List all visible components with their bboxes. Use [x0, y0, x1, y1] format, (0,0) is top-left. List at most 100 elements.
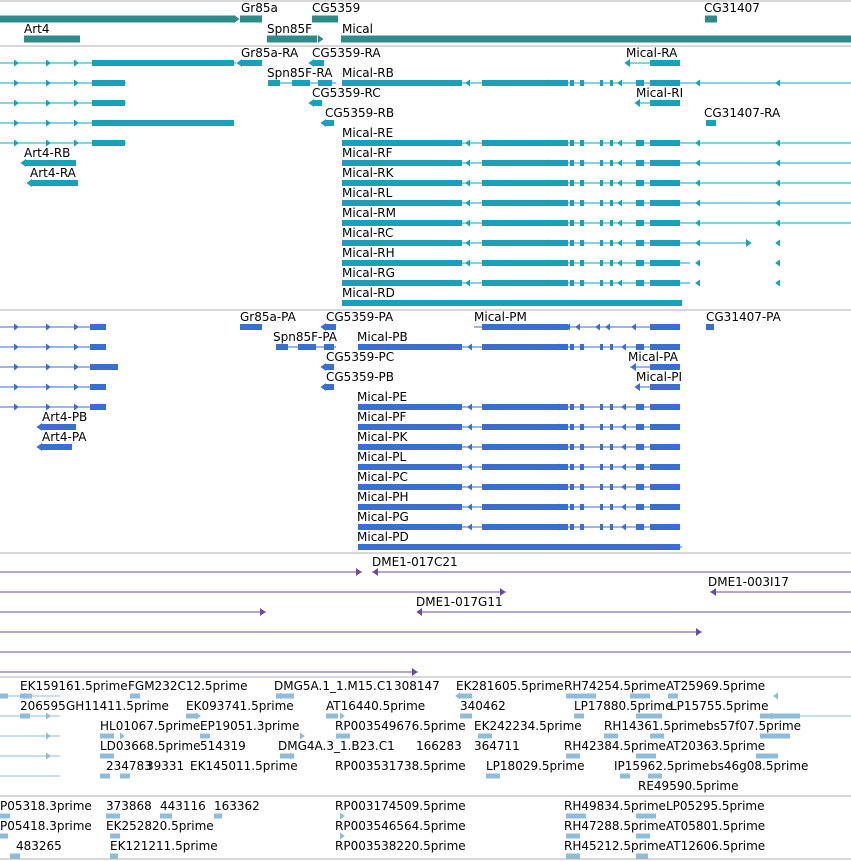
- exon-block: [482, 200, 568, 206]
- exon-block: [342, 180, 462, 186]
- exon-block: [292, 80, 310, 86]
- strand-arrow: [320, 119, 326, 127]
- feature-label: DMG4A.3_1.B23.C1: [278, 739, 395, 753]
- exon-block: [636, 200, 644, 206]
- exon-block: [600, 464, 603, 470]
- exon-block: [0, 15, 234, 23]
- exon-block: [92, 80, 125, 86]
- feature-label: RP003531738.5prime: [335, 759, 466, 773]
- exon-block: [92, 60, 234, 66]
- feature-label: RH14361.5prime: [604, 719, 706, 733]
- exon-block: [600, 140, 603, 146]
- exon-block: [570, 524, 574, 530]
- strand-arrow: [775, 219, 780, 227]
- feature-label: Mical-RA: [626, 46, 678, 60]
- exon-block: [42, 424, 76, 430]
- exon-block: [92, 140, 125, 146]
- strand-arrow: [617, 159, 622, 167]
- strand-arrow: [196, 712, 201, 720]
- exon-block: [242, 60, 262, 66]
- exon-block: [92, 120, 234, 126]
- exon-block: [600, 444, 603, 450]
- exon-block: [110, 853, 118, 859]
- feature-label: Art4-PA: [42, 430, 87, 444]
- exon-block: [358, 504, 462, 510]
- clone-track: DME1-017C21 DME1-003I17 DME1-017G11: [0, 555, 851, 676]
- exon-block: [186, 713, 198, 719]
- exon-block: [580, 220, 584, 226]
- exon-block: [336, 733, 350, 739]
- strand-arrow: [14, 323, 19, 331]
- strand-arrow: [465, 159, 470, 167]
- exon-block: [280, 753, 294, 759]
- strand-arrow: [385, 483, 390, 491]
- exon-block: [580, 484, 584, 490]
- strand-arrow: [617, 279, 622, 287]
- strand-arrow: [617, 219, 622, 227]
- exon-block: [636, 524, 644, 530]
- exon-block: [358, 444, 462, 450]
- feature-label: CG31407-PA: [706, 310, 782, 324]
- strand-arrow: [775, 259, 780, 267]
- strand-arrow: [46, 119, 51, 127]
- exon-block: [342, 260, 462, 266]
- exon-block: [630, 693, 650, 699]
- feature-label: P05318.3prime: [0, 799, 92, 813]
- strand-arrow: [308, 99, 314, 107]
- strand-arrow: [74, 403, 79, 411]
- strand-arrow: [36, 443, 42, 451]
- feature-label: CG5359-PB: [326, 370, 394, 384]
- strand-arrow: [467, 483, 472, 491]
- strand-arrow: [385, 523, 390, 531]
- exon-block: [650, 240, 680, 246]
- strand-arrow: [621, 483, 626, 491]
- exon-block: [160, 813, 172, 819]
- feature-label: RH49834.5prime: [564, 799, 666, 813]
- feature-label: AT05801.5prime: [666, 819, 765, 833]
- feature-label: Mical-RC: [342, 226, 393, 240]
- exon-block: [650, 220, 680, 226]
- strand-arrow: [385, 503, 390, 511]
- feature-label: 39331: [146, 759, 184, 773]
- exon-block: [650, 180, 680, 186]
- exon-block: [756, 753, 778, 759]
- exon-block: [90, 404, 106, 410]
- feature-label: CG5359-RB: [325, 106, 394, 120]
- exon-block: [636, 404, 644, 410]
- strand-arrow: [621, 343, 626, 351]
- strand-arrow: [465, 79, 470, 87]
- exon-block: [636, 160, 644, 166]
- strand-arrow: [320, 383, 326, 391]
- exon-block: [276, 693, 294, 699]
- strand-arrow: [710, 588, 716, 596]
- exon-block: [610, 524, 613, 530]
- strand-arrow: [385, 423, 390, 431]
- strand-arrow: [370, 219, 375, 227]
- exon-block: [580, 200, 584, 206]
- exon-block: [636, 260, 644, 266]
- feature-label: RH45212.5prime: [564, 839, 666, 853]
- gene-track: Gr85a CG5359 CG31407 Art4 Spn85F Mical: [0, 1, 851, 43]
- strand-arrow: [695, 199, 700, 207]
- exon-block: [620, 773, 630, 779]
- exon-block: [636, 713, 662, 719]
- exon-block: [600, 200, 603, 206]
- exon-block: [636, 753, 656, 759]
- exon-block: [760, 733, 790, 739]
- exon-block: [650, 424, 680, 430]
- strand-arrow: [624, 59, 630, 67]
- feature-label: Mical-RH: [342, 246, 395, 260]
- exon-block: [636, 280, 644, 286]
- exon-block: [358, 404, 462, 410]
- exon-block: [610, 260, 613, 266]
- exon-block: [650, 344, 680, 350]
- feature-label: Art4: [24, 22, 49, 36]
- feature-label: HL01067.5prime: [100, 719, 200, 733]
- feature-label: AT12606.5prime: [666, 839, 765, 853]
- feature-label: Mical-PL: [357, 450, 407, 464]
- exon-block: [326, 324, 336, 330]
- exon-block: [650, 384, 680, 390]
- strand-arrow: [385, 463, 390, 471]
- strand-arrow: [412, 668, 418, 676]
- feature-label: Gr85a-PA: [240, 310, 297, 324]
